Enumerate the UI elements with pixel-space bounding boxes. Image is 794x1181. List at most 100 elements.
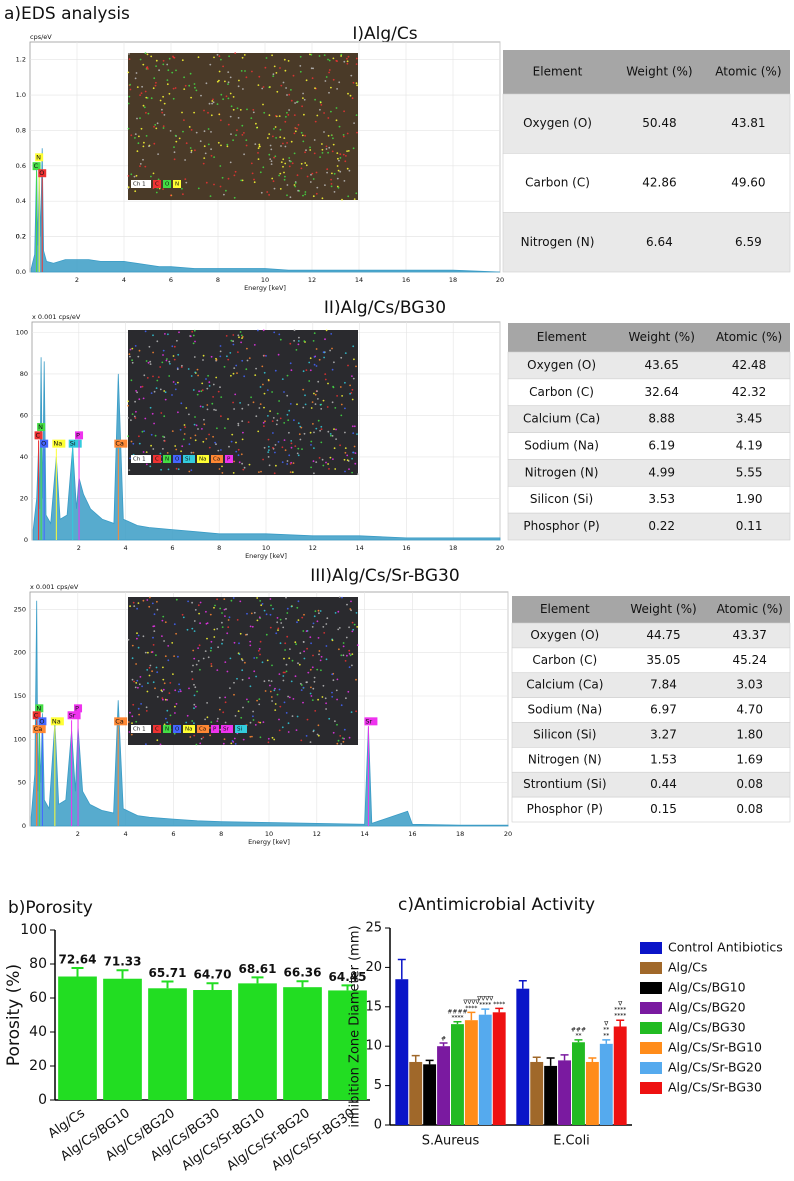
sem-dot	[288, 431, 290, 434]
sem-dot	[155, 65, 158, 67]
sem-dot	[309, 636, 312, 639]
sem-dot	[310, 642, 312, 645]
sem-dot	[262, 103, 264, 106]
error-bar	[341, 984, 354, 991]
sem-dot	[290, 89, 292, 91]
sem-dot	[143, 374, 146, 377]
sem-dot	[339, 386, 342, 388]
table-cell: 4.99	[648, 465, 675, 479]
sem-dot	[283, 58, 286, 61]
sem-dot	[346, 454, 349, 457]
sem-dot	[285, 596, 287, 599]
sem-dot	[194, 371, 197, 374]
sem-dot	[153, 125, 155, 128]
sem-dot	[145, 360, 148, 362]
peak-label-box	[364, 717, 378, 726]
sem-dot	[319, 156, 321, 159]
sem-dot	[311, 401, 314, 403]
sem-dot	[276, 693, 279, 696]
sem-dot	[153, 142, 156, 145]
sem-dot	[302, 630, 305, 632]
sem-dot	[241, 462, 244, 465]
sem-dot	[151, 651, 154, 653]
sem-dot	[276, 412, 279, 415]
sem-dot	[325, 645, 328, 647]
sem-dot	[197, 647, 200, 649]
sem-dot	[145, 706, 148, 709]
sem-dot	[157, 376, 160, 378]
inset-legend-label: Ca	[199, 727, 206, 733]
sem-dot	[259, 721, 262, 724]
sem-dot	[285, 670, 288, 673]
sem-dot	[324, 338, 326, 341]
sem-dot	[330, 333, 333, 335]
sem-dot	[196, 690, 199, 693]
significance-label: ****	[479, 1002, 491, 1009]
table-cell: 6.19	[648, 439, 675, 453]
value-label: 64.70	[194, 968, 232, 982]
sem-dot	[163, 415, 166, 418]
y-tick-label: 0.2	[16, 233, 26, 241]
chart-title: I)Alg/Cs	[352, 24, 417, 44]
table-cell: Phosphor (P)	[523, 519, 599, 533]
sem-dot	[299, 70, 302, 73]
x-tick-label: 14	[355, 276, 363, 284]
sem-dot	[197, 604, 200, 607]
sem-dot	[255, 656, 258, 659]
sem-dot	[148, 145, 150, 148]
sem-dot	[139, 676, 142, 678]
table-cell: 35.05	[646, 653, 680, 667]
sem-dot	[216, 53, 219, 56]
sem-dot	[289, 648, 291, 650]
sem-dot	[309, 741, 312, 743]
sem-dot	[350, 711, 353, 713]
sem-dot	[274, 687, 276, 690]
x-tick-label: 10	[262, 544, 270, 552]
sem-dot	[295, 643, 297, 646]
sem-dot	[290, 680, 293, 683]
sem-dot	[136, 391, 139, 394]
table-cell: Oxygen (O)	[527, 358, 596, 372]
sem-dot	[146, 377, 149, 379]
sem-dot	[313, 680, 316, 683]
sem-dot	[263, 392, 266, 395]
sem-dot	[134, 400, 137, 403]
sem-dot	[284, 69, 287, 72]
sem-dot	[310, 407, 313, 409]
sem-dot	[347, 150, 350, 152]
sem-dot	[156, 379, 159, 382]
sem-dot	[145, 463, 148, 466]
sem-dot	[205, 181, 208, 184]
sem-dot	[202, 162, 205, 165]
sem-dot	[279, 136, 282, 139]
sem-dot	[341, 395, 343, 397]
sem-dot	[249, 685, 252, 688]
sem-dot	[206, 702, 209, 704]
sem-dot	[173, 146, 175, 149]
x-tick-label: S.Aureus	[422, 1134, 480, 1149]
sem-dot	[284, 162, 287, 165]
inset-legend-label: Ch 1	[133, 182, 146, 188]
sem-dot	[138, 713, 141, 716]
sem-dot	[297, 619, 300, 621]
y-tick-label: 10	[365, 1039, 382, 1054]
sem-dot	[247, 700, 250, 703]
table-row-bg	[502, 153, 791, 213]
table-row-bg	[511, 722, 791, 748]
sem-dot	[147, 651, 149, 654]
sem-dot	[291, 162, 294, 165]
sem-dot	[335, 438, 337, 440]
sem-dot	[174, 689, 177, 692]
significance-label: ****	[493, 1001, 505, 1008]
sem-dot	[193, 683, 195, 686]
sem-dot	[181, 59, 184, 62]
sem-dot	[230, 374, 232, 377]
sem-dot	[138, 398, 141, 401]
table-cell: 5.55	[736, 465, 763, 479]
sem-dot	[213, 183, 215, 186]
x-tick-label: 18	[449, 276, 457, 284]
x-tick-label: 4	[124, 830, 128, 838]
sem-dot	[320, 441, 323, 444]
sem-dot	[237, 334, 240, 337]
sem-dot	[227, 123, 230, 126]
